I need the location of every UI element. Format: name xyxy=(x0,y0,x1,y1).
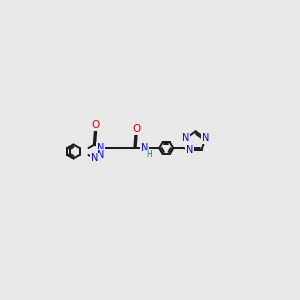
Text: H: H xyxy=(146,151,152,160)
Text: N: N xyxy=(202,134,209,143)
Text: N: N xyxy=(97,143,104,153)
Text: N: N xyxy=(182,134,190,143)
Text: O: O xyxy=(132,124,140,134)
Text: N: N xyxy=(91,153,98,164)
Text: N: N xyxy=(97,150,104,160)
Text: O: O xyxy=(92,120,100,130)
Text: N: N xyxy=(186,145,193,155)
Text: N: N xyxy=(141,143,148,153)
